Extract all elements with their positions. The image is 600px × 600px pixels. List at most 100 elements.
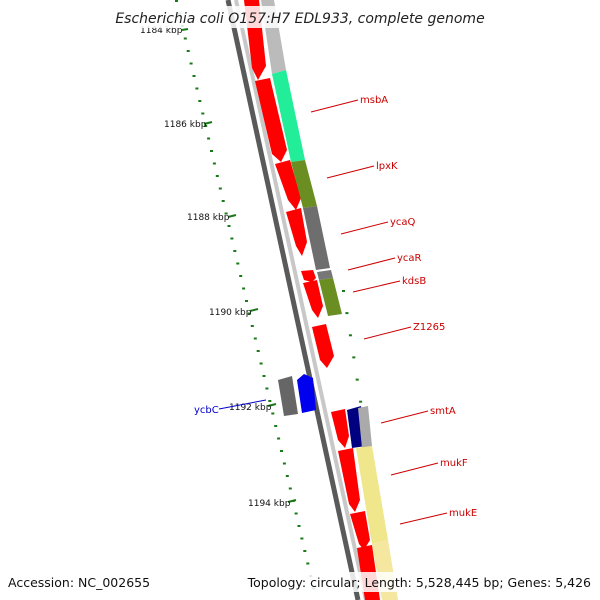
footer-backdrop-right <box>256 572 596 592</box>
position-tick-dot <box>268 400 272 402</box>
cds-arrow-10[interactable] <box>350 511 370 550</box>
footer-accession: Accession: NC_002655 <box>8 575 150 590</box>
gene-kdsB-block[interactable] <box>319 278 342 316</box>
position-tick-dot <box>195 87 199 90</box>
scale-label-1186: 1186 kbp <box>164 120 207 130</box>
scale-label-1190: 1190 kbp <box>209 308 252 318</box>
position-tick-dot <box>247 312 251 315</box>
cds-arrow-4[interactable] <box>286 208 307 256</box>
cds-track-red <box>244 0 380 600</box>
position-tick-dot <box>294 512 298 515</box>
footer-summary: Topology: circular; Length: 5,528,445 bp… <box>247 575 591 590</box>
position-tick-dot <box>274 425 278 427</box>
position-tick-dot <box>210 150 213 152</box>
footer-backdrop-left <box>4 572 154 592</box>
position-tick-dot <box>348 334 352 337</box>
cds-arrow-5[interactable] <box>301 270 316 282</box>
gene-ycbC-blue-arrow[interactable] <box>297 374 316 413</box>
gene-msbA-block[interactable] <box>272 70 305 162</box>
position-tick-dot <box>265 387 269 390</box>
scale-tick-1194 <box>287 499 297 503</box>
position-tick-dot <box>245 300 248 302</box>
position-tick-dot <box>259 362 263 365</box>
position-tick-dot <box>297 525 301 527</box>
gene-label-ycaR[interactable]: ycaR <box>397 253 422 264</box>
position-tick-dot <box>212 162 216 165</box>
position-tick-dot <box>207 137 211 140</box>
position-tick-dot <box>175 0 178 2</box>
gene-label-kdsB[interactable]: kdsB <box>402 276 426 287</box>
position-tick-dot <box>288 487 292 490</box>
scale-tick-1186 <box>203 121 213 125</box>
position-tick-dot <box>342 290 345 292</box>
position-tick-dot <box>239 275 243 277</box>
position-tick-dot <box>201 112 205 115</box>
position-tick-dot <box>352 356 356 359</box>
position-tick-dot <box>355 378 359 381</box>
position-tick-dot <box>233 250 237 252</box>
position-tick-dot <box>189 62 193 65</box>
position-tick-dot <box>306 562 310 565</box>
gene-label-mukF[interactable]: mukF <box>440 458 468 469</box>
gene-label-ycbC[interactable]: ycbC <box>194 405 219 416</box>
position-tick-dot <box>345 312 349 315</box>
position-tick-dot <box>242 287 246 290</box>
cds-arrow-9[interactable] <box>338 448 360 512</box>
scale-tick-1190 <box>249 308 259 312</box>
scale-tick-1188 <box>227 214 237 218</box>
position-tick-dot <box>204 125 208 127</box>
position-tick-dot <box>250 325 254 327</box>
position-tick-dot <box>359 400 363 403</box>
position-tick-dot <box>230 237 234 240</box>
position-tick-dot <box>253 337 257 340</box>
position-tick-dot <box>227 225 231 227</box>
gene-mukF-block[interactable] <box>356 446 388 544</box>
cds-arrow-2[interactable] <box>255 78 287 162</box>
cds-arrow-8[interactable] <box>331 409 349 448</box>
position-tick-dot <box>300 537 304 540</box>
position-tick-dot <box>277 437 281 440</box>
position-tick-dot <box>215 175 219 177</box>
scale-tick-1192 <box>267 403 277 407</box>
gene-label-Z1265[interactable]: Z1265 <box>413 322 445 333</box>
position-tick-dot <box>303 550 307 552</box>
scale-ticks <box>181 28 297 503</box>
map-title: Escherichia coli O157:H7 EDL933, complet… <box>115 11 484 27</box>
genome-backbone <box>225 0 368 600</box>
gene-label-smtA[interactable]: smtA <box>430 406 456 417</box>
scale-label-1192: 1192 kbp <box>229 403 272 413</box>
position-tick-dot <box>186 50 190 52</box>
position-tick-dot <box>183 37 187 40</box>
gene-ycbC-gray-block[interactable] <box>278 376 298 416</box>
position-tick-dot <box>262 375 266 377</box>
gene-lpxK-block[interactable] <box>291 160 317 208</box>
scale-tick-1184 <box>181 28 189 31</box>
position-tick-dot <box>221 200 225 202</box>
gene-label-ycaQ[interactable]: ycaQ <box>390 217 416 228</box>
position-tick-dot <box>280 450 283 452</box>
position-tick-dot <box>271 412 275 415</box>
gene-ycaR-block[interactable] <box>317 270 333 280</box>
scale-label-1184: 1184 kbp <box>140 26 183 36</box>
scale-label-1194: 1194 kbp <box>248 499 291 509</box>
position-tick-dot <box>236 262 240 265</box>
gene-ycaQ-block[interactable] <box>303 206 330 270</box>
position-tick-dot <box>224 212 228 215</box>
position-tick-dot <box>282 462 286 465</box>
gene-label-mukE[interactable]: mukE <box>449 508 477 519</box>
gene-gray-smtA-side[interactable] <box>358 406 372 448</box>
position-tick-dot <box>285 475 289 477</box>
position-tick-dot <box>218 187 222 190</box>
title-backdrop <box>115 6 485 28</box>
cds-arrow-3[interactable] <box>275 160 301 210</box>
position-tick-dot <box>198 100 202 102</box>
gene-label-msbA[interactable]: msbA <box>360 95 388 106</box>
position-tick-dot <box>256 350 260 352</box>
gene-label-lpxK[interactable]: lpxK <box>376 161 398 172</box>
position-tick-dot <box>192 75 196 77</box>
cds-arrow-6[interactable] <box>303 280 323 318</box>
cds-arrow-7[interactable] <box>312 324 334 368</box>
gene-ycbC-group[interactable] <box>278 374 316 416</box>
gene-label-leaders <box>218 99 448 525</box>
